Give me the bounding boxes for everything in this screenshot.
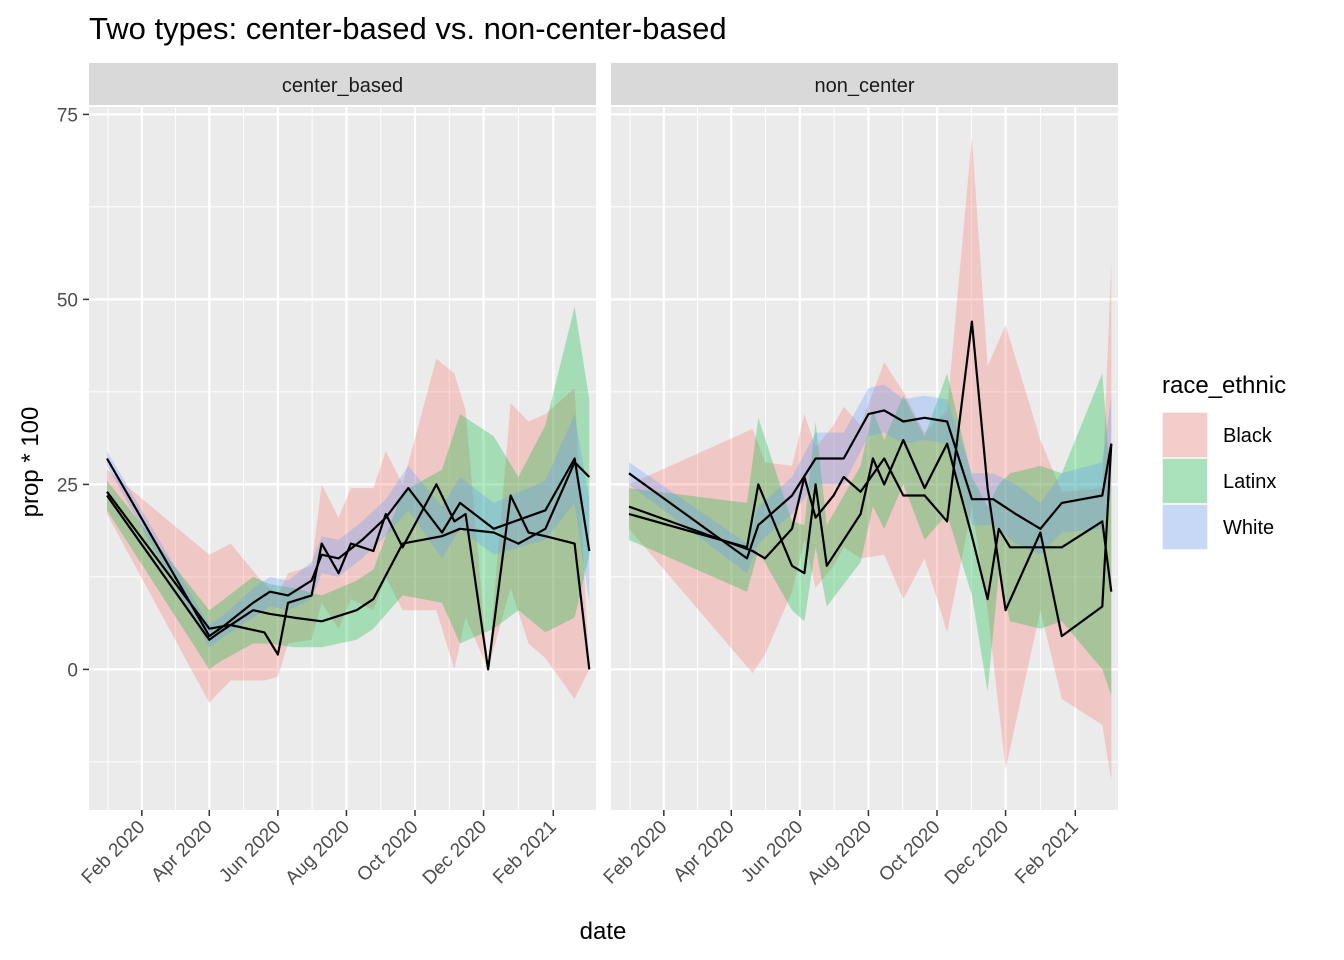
legend-label: White: [1223, 517, 1274, 539]
line-white: [106, 457, 591, 638]
line-latinx: [628, 438, 1113, 601]
x-tick-label: Oct 2020: [353, 817, 422, 886]
ribbon-white: [629, 384, 1112, 574]
y-tick-label: 25: [57, 475, 78, 496]
x-tick-label: Dec 2020: [419, 817, 491, 889]
legend-label: Latinx: [1223, 471, 1276, 493]
legend-title: race_ethnic: [1162, 372, 1286, 399]
x-tick-label: Feb 2021: [489, 817, 561, 889]
panel-background: [89, 107, 596, 810]
chart-title: Two types: center-based vs. non-center-b…: [89, 11, 727, 46]
x-axis-title: date: [580, 918, 627, 945]
y-tick-label: 75: [57, 105, 78, 126]
legend-key-swatch: [1163, 413, 1207, 457]
x-tick-label: Feb 2021: [1011, 817, 1083, 889]
legend-key-background: [1162, 504, 1208, 550]
x-tick-label: Jun 2020: [215, 817, 285, 887]
ribbon-black: [629, 136, 1112, 781]
x-tick-label: Feb 2020: [600, 817, 672, 889]
line-latinx: [106, 461, 591, 641]
x-tick-label: Apr 2020: [147, 817, 216, 886]
ribbon-latinx: [107, 306, 590, 670]
ribbon-black: [107, 358, 590, 703]
legend-entries: Black Latinx White: [1162, 412, 1276, 550]
x-tick-label: Jun 2020: [737, 817, 807, 887]
legend-label: Black: [1223, 425, 1273, 447]
x-tick-label: Oct 2020: [875, 817, 944, 886]
legend: race_ethnic Black Latinx White: [1162, 372, 1286, 550]
ribbon-latinx: [629, 373, 1112, 696]
line-white: [628, 409, 1113, 560]
facet-strip-label: non_center: [814, 75, 914, 97]
x-tick-label: Feb 2020: [78, 817, 150, 889]
y-axis-title: prop * 100: [17, 407, 44, 518]
x-tick-label: Dec 2020: [941, 817, 1013, 889]
legend-key-background: [1162, 458, 1208, 504]
y-tick-label: 50: [57, 290, 78, 311]
line-black: [628, 320, 1113, 638]
y-tick-label: 0: [67, 660, 78, 681]
facet-strip: [89, 63, 596, 105]
legend-key-swatch: [1163, 459, 1207, 503]
x-tick-label: Aug 2020: [282, 817, 354, 889]
legend-item-latinx: Latinx: [1162, 458, 1276, 504]
legend-key-swatch: [1163, 505, 1207, 549]
x-tick-label: Apr 2020: [669, 817, 738, 886]
x-tick-label: Aug 2020: [804, 817, 876, 889]
panel-background: [611, 107, 1118, 810]
legend-item-black: Black: [1162, 412, 1273, 458]
ribbon-white: [107, 414, 590, 648]
line-black: [106, 483, 591, 671]
legend-key-background: [1162, 412, 1208, 458]
facet-strip: [611, 63, 1118, 105]
legend-item-white: White: [1162, 504, 1274, 550]
facet-strip-label: center_based: [282, 75, 403, 97]
